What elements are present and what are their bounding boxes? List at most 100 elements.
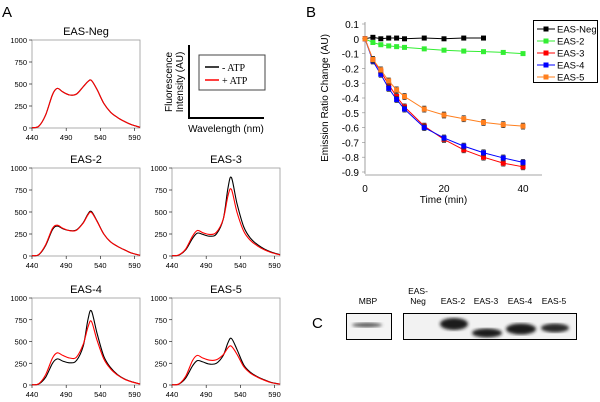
y-tick-label: -0.7 [342, 138, 360, 149]
series-line-plus-atp [171, 188, 281, 257]
spectrum-chart-eas-2: EAS-2 0 250 500 750 1000 440 490 540 590 [10, 154, 140, 270]
x-tick-label: 20 [438, 184, 450, 195]
band-eas-3 [472, 328, 502, 338]
series-line [364, 38, 524, 168]
y-tick-label: 750 [14, 186, 27, 195]
x-tick-label: 490 [60, 390, 73, 399]
x-tick-label: 590 [128, 133, 141, 142]
series-line-minus-atp [171, 176, 281, 257]
y-tick-label: 750 [154, 186, 167, 195]
series-line-plus-atp [31, 211, 141, 257]
x-tick-label: 440 [26, 390, 39, 399]
band-eas-2 [440, 318, 468, 330]
data-point [362, 36, 368, 42]
data-point [481, 49, 486, 55]
y-axis-label: Emission Ratio Change (AU) [320, 34, 331, 162]
y-tick-label: 0.1 [345, 20, 359, 31]
data-point [394, 96, 400, 102]
data-point [481, 119, 486, 125]
series-line [364, 38, 524, 163]
series-line-minus-atp [31, 309, 141, 386]
chart-title: EAS-3 [210, 154, 242, 166]
x-tick-label: 540 [234, 390, 247, 399]
data-point [421, 35, 427, 41]
data-point [461, 35, 467, 41]
data-point [481, 35, 486, 41]
chart-title: EAS-5 [210, 284, 242, 296]
blot-box-mbp [346, 313, 392, 340]
spectrum-chart-eas-3: EAS-3 0 250 500 750 1000 440 490 540 590 [150, 154, 280, 270]
x-tick-label: 490 [60, 261, 73, 270]
x-tick-label: 440 [26, 261, 39, 270]
data-point [386, 35, 392, 41]
x-tick-label: 540 [94, 261, 107, 270]
x-tick-label: 590 [128, 390, 141, 399]
data-point [421, 125, 427, 131]
series-eas-neg [362, 34, 486, 42]
legend-swatch-marker [543, 26, 549, 32]
data-point [500, 49, 506, 55]
series-line-plus-atp [171, 345, 281, 386]
data-point [378, 71, 384, 77]
y-tick-label: 500 [154, 208, 167, 217]
x-tick-label: 540 [94, 390, 107, 399]
x-tick-label: 540 [234, 261, 247, 270]
data-point [402, 36, 407, 42]
kinetics-chart: 0.1 0 -0.1 -0.2 -0.3 -0.4 -0.5 -0.6 -0.7 -0.8 -0.9… [320, 20, 598, 206]
y-tick-label: 0 [23, 124, 27, 133]
series-eas-3 [362, 36, 526, 171]
data-point [461, 147, 467, 153]
y-tick-label: -0.9 [342, 168, 360, 179]
schematic-legend-box [198, 54, 266, 91]
x-tick-label: 590 [128, 261, 141, 270]
spectrum-chart-eas-4: EAS-4 0 250 500 750 1000 440 490 540 590 [10, 284, 140, 399]
series-line-plus-atp [31, 79, 141, 129]
plot-frame [171, 167, 281, 257]
y-tick-label: 750 [14, 316, 27, 325]
y-tick-label: 0 [23, 252, 27, 261]
y-tick-label: 500 [14, 338, 27, 347]
data-point [386, 85, 392, 91]
data-point [386, 82, 392, 88]
data-point [441, 47, 447, 53]
legend-label: EAS-Neg [557, 25, 597, 36]
lane-label-eas-4: EAS-4 [508, 296, 533, 306]
data-point [520, 164, 526, 170]
legend-swatch-marker [543, 50, 549, 56]
data-point [461, 143, 467, 149]
y-tick-label: 250 [14, 102, 27, 111]
y-tick-label: 500 [14, 208, 27, 217]
data-point [386, 43, 392, 49]
x-tick-label: 490 [200, 390, 213, 399]
data-point [481, 150, 486, 156]
y-tick-label: 500 [14, 80, 27, 89]
lane-label-eas-neg-1: EAS- [408, 286, 428, 296]
data-point [520, 159, 526, 165]
schematic-ylabel-2: Intensity (AU) [175, 52, 186, 113]
data-point [402, 106, 407, 112]
y-tick-label: 1000 [10, 294, 27, 303]
panel-label-b: B [306, 4, 316, 21]
series-eas-5 [362, 36, 526, 130]
data-point [378, 67, 384, 73]
data-point [421, 46, 427, 52]
spectrum-chart-eas-5: EAS-5 0 250 500 750 1000 440 490 540 590 [150, 284, 280, 399]
data-point [386, 78, 392, 84]
y-tick-label: -0.6 [342, 124, 360, 135]
x-tick-label: 490 [200, 261, 213, 270]
y-tick-label: 750 [154, 316, 167, 325]
data-point [394, 44, 400, 50]
y-tick-label: 0 [353, 35, 359, 46]
data-point [461, 116, 467, 122]
data-point [394, 87, 400, 93]
data-point [394, 35, 400, 41]
panel-label-a: A [2, 4, 12, 21]
schematic-ylabel-1: Fluorescence [164, 52, 175, 112]
data-point [378, 36, 384, 42]
y-tick-label: 0 [23, 381, 27, 390]
y-tick-label: 1000 [150, 294, 167, 303]
legend-label: EAS-4 [557, 61, 584, 72]
chart-title: EAS-2 [70, 154, 102, 166]
legend-label: EAS-3 [557, 49, 584, 60]
